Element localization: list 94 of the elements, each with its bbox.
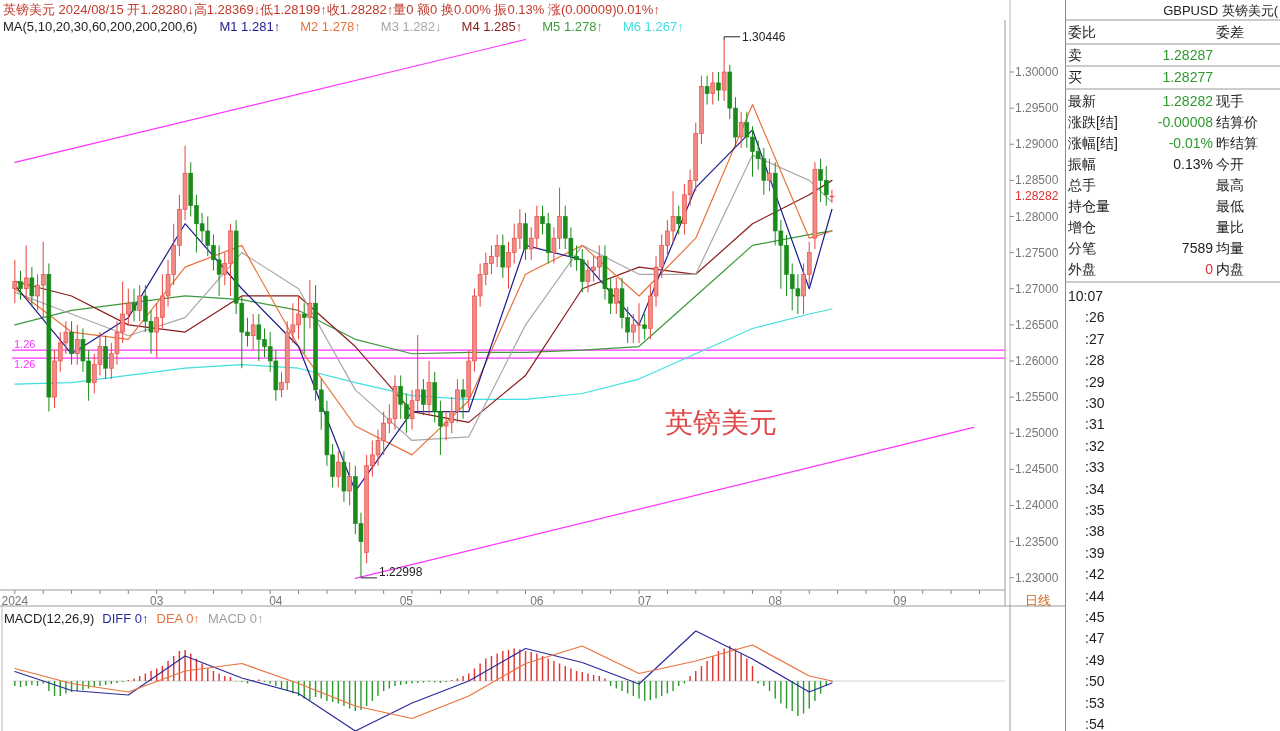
text: 买 [1068,69,1082,85]
legend-title: MA(5,10,20,30,60,200,200,200,6) [3,19,198,34]
y-tick-label: 1.26500 [1015,317,1059,332]
text: 增仓 [1067,219,1096,235]
y-tick-label: 1.26000 [1015,353,1059,368]
text: 0 [1205,261,1214,277]
text: 7589 [1181,240,1214,256]
x-tick-label: 03 [150,594,164,608]
text: 卖 [1068,47,1082,63]
y-tick-label: 1.23000 [1015,570,1059,585]
text: 结算价 [1216,114,1258,130]
text: :53 [1085,694,1105,711]
text: GBPUSD 英镑美元( [1163,3,1279,18]
text: 1.28277 [1162,69,1214,85]
text: :32 [1085,437,1105,454]
y-tick-label: 1.27000 [1015,281,1059,296]
annotation: 英镑美元 [665,407,777,438]
text: :42 [1085,566,1105,583]
text: M4 1.285↑ [461,19,523,34]
text: 涨跌[结] [1068,114,1118,130]
text: -0.01% [1168,135,1213,151]
text: :31 [1085,416,1105,433]
x-tick-label: 07 [638,594,652,608]
text: 外盘 [1068,261,1096,277]
text: :44 [1085,587,1105,604]
text: 现手 [1216,93,1244,109]
text: M5 1.278↑ [542,19,603,34]
text: 内盘 [1216,261,1244,277]
text: DIFF 0↑ [102,611,149,626]
legend-title: MACD(12,26,9) [4,611,95,626]
x-tick-label: 06 [530,594,544,608]
text: DEA 0↑ [156,611,200,626]
text: 10:07 [1068,288,1104,304]
text: :49 [1085,651,1105,668]
y-tick-label: 1.27500 [1015,245,1059,260]
text: 0.13% [1173,156,1213,172]
text: :33 [1085,459,1105,476]
text: 最新 [1068,93,1096,109]
text: 持仓量 [1068,198,1110,214]
text: 1.28287 [1162,47,1214,63]
text: :30 [1085,395,1105,411]
text: :47 [1085,630,1105,647]
text: M2 1.278↑ [300,19,361,34]
x-tick-label: 2024 [1,594,29,608]
annotation: 1.22998 [378,564,423,579]
text: 今开 [1216,156,1244,172]
x-tick-label: 04 [269,594,283,608]
text: 委比 [1068,24,1096,40]
text: 1.28282 [1162,93,1214,109]
text: :35 [1085,502,1105,518]
text: 最高 [1216,177,1244,193]
text: :50 [1085,673,1105,690]
x-tick-label: 08 [768,594,783,608]
text: :27 [1085,330,1105,347]
text: M6 1.267↑ [622,19,684,34]
text: 总手 [1067,177,1096,193]
ref-line-label: 1.26 [14,358,36,371]
text: :39 [1085,544,1105,561]
text: 1.28282 [1015,189,1059,204]
y-tick-label: 1.24000 [1015,498,1059,513]
text: 最低 [1216,198,1244,214]
ref-line-label: 1.26 [14,338,36,351]
text: :29 [1085,373,1105,390]
text: :26 [1085,309,1105,326]
x-tick-label: 05 [399,594,414,608]
y-tick-label: 1.25500 [1015,390,1059,405]
text: M1 1.281↑ [219,19,281,34]
text: :28 [1085,352,1105,369]
text: 日线 [1025,593,1051,608]
y-tick-label: 1.30000 [1015,65,1059,80]
y-tick-label: 1.29500 [1015,101,1059,116]
text: 均量 [1215,240,1244,256]
x-tick-label: 09 [893,594,908,608]
text: M3 1.282↓ [380,19,442,34]
text: MACD 0↑ [207,611,264,626]
text: 昨结算 [1216,135,1258,151]
y-tick-label: 1.25000 [1015,426,1059,441]
annotation: 1.30446 [742,29,786,44]
y-tick-label: 1.28500 [1015,173,1059,188]
text: :45 [1085,609,1105,625]
text: -0.00008 [1157,114,1214,130]
y-tick-label: 1.23500 [1015,534,1059,549]
text: :54 [1085,716,1105,731]
text: 分笔 [1068,240,1096,256]
text: 涨幅[结] [1068,135,1118,151]
y-tick-label: 1.24500 [1015,462,1059,477]
chart-title: 英镑美元 2024/08/15 开1.28280↓高1.28369↓低1.28199↑收1.28282↑量0 额0 换0.00% 振0.13% 涨(0.00009)0.01%↑ [3,2,660,17]
text: :34 [1085,480,1105,497]
text: :38 [1085,523,1105,540]
y-tick-label: 1.29000 [1015,137,1059,152]
text: 委差 [1216,24,1244,40]
text: 振幅 [1068,156,1096,172]
text: 量比 [1216,219,1244,235]
y-tick-label: 1.28000 [1015,209,1059,224]
